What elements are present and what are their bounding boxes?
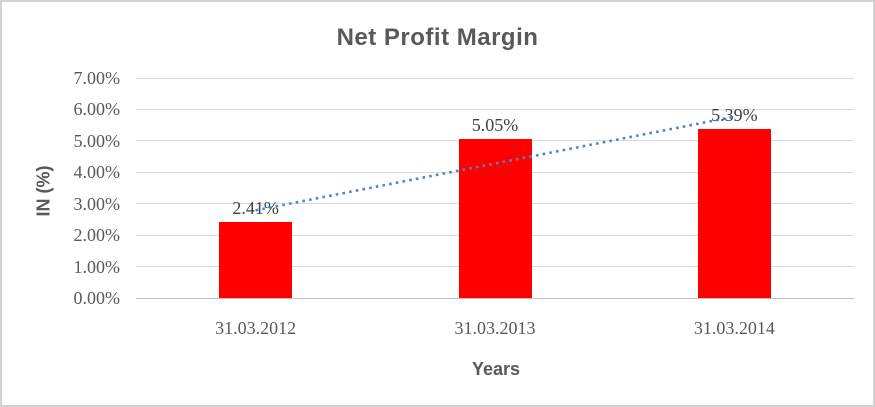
x-category-label: 31.03.2013 <box>454 318 536 338</box>
x-axis-title: Years <box>471 359 521 379</box>
y-tick-label: 7.00% <box>73 68 121 88</box>
x-category-label: 31.03.2012 <box>215 318 297 338</box>
x-axis-line <box>136 297 854 299</box>
y-tick-label: 0.00% <box>73 288 121 308</box>
chart-title: Net Profit Margin <box>336 24 539 51</box>
data-label: 5.05% <box>471 115 519 136</box>
y-tick-label: 3.00% <box>73 193 121 214</box>
y-tick-label: 2.00% <box>73 225 121 246</box>
bar[interactable] <box>458 139 532 298</box>
bar[interactable] <box>697 128 771 298</box>
y-tick-label: 1.00% <box>73 256 121 277</box>
data-label: 5.39% <box>711 104 758 125</box>
bar[interactable] <box>219 222 293 298</box>
gridline <box>136 77 854 79</box>
x-category-label: 31.03.2014 <box>693 318 775 338</box>
y-tick-label: 4.00% <box>73 162 121 183</box>
y-tick-label: 6.00% <box>73 99 121 120</box>
gridline <box>136 108 854 110</box>
y-tick-label: 5.00% <box>73 130 121 151</box>
data-label: 2.41% <box>232 198 279 219</box>
